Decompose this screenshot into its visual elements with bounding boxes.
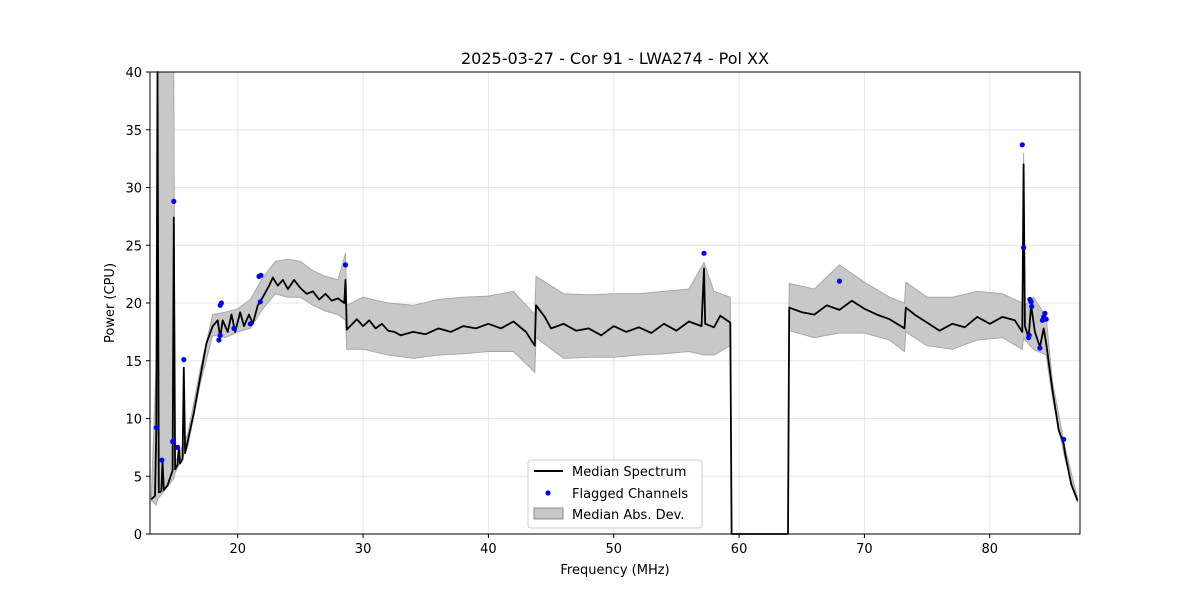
y-tick-label: 30 — [125, 182, 142, 197]
y-axis: 0 5 10 15 20 25 30 35 40 — [125, 66, 150, 543]
flagged-channel-point — [701, 250, 707, 256]
flagged-channel-point — [181, 357, 187, 363]
median-spectrum-line — [150, 71, 1079, 535]
legend-flagged-swatch — [545, 490, 551, 496]
legend-median-label: Median Spectrum — [572, 465, 686, 480]
x-tick-label: 70 — [856, 542, 873, 557]
legend-mad-label: Median Abs. Dev. — [572, 508, 684, 523]
x-tick-label: 30 — [355, 542, 372, 557]
flagged-channel-point — [1042, 310, 1048, 316]
x-tick-label: 50 — [605, 542, 622, 557]
flagged-channel-point — [159, 457, 165, 463]
flagged-channel-point — [1043, 316, 1049, 322]
flagged-channel-point — [170, 439, 176, 445]
x-tick-label: 40 — [480, 542, 497, 557]
y-tick-label: 0 — [134, 528, 142, 543]
median-line-group — [150, 71, 1079, 535]
y-tick-label: 40 — [125, 66, 142, 81]
x-axis: 20 30 40 50 60 70 80 — [229, 534, 998, 557]
y-axis-title: Power (CPU) — [103, 263, 118, 343]
flagged-channel-point — [1026, 332, 1032, 338]
flagged-channel-point — [1028, 299, 1034, 305]
legend-flagged-label: Flagged Channels — [572, 487, 688, 502]
flagged-channel-point — [1037, 345, 1043, 351]
legend-frame — [527, 459, 703, 529]
flagged-points-group — [153, 142, 1067, 463]
flagged-channel-point — [231, 325, 237, 331]
y-tick-label: 35 — [125, 124, 142, 139]
chart-title: 2025-03-27 - Cor 91 - LWA274 - Pol XX — [461, 49, 769, 68]
flagged-channel-point — [836, 278, 843, 284]
mad-band-group — [150, 71, 1078, 535]
legend: Median Spectrum Flagged Channels Median … — [527, 459, 703, 529]
flagged-channel-point — [1019, 142, 1025, 148]
mad-band — [150, 71, 1078, 535]
y-tick-label: 5 — [134, 470, 142, 485]
x-tick-label: 80 — [981, 542, 998, 557]
y-tick-label: 25 — [125, 239, 142, 254]
flagged-channel-point — [216, 337, 222, 343]
flagged-channel-point — [257, 299, 263, 305]
flagged-channel-point — [1029, 303, 1035, 310]
y-tick-label: 10 — [125, 413, 142, 428]
x-axis-title: Frequency (MHz) — [560, 563, 669, 578]
flagged-channel-point — [258, 272, 264, 278]
flagged-channel-point — [218, 300, 224, 306]
flagged-channel-point — [171, 198, 177, 204]
flagged-channel-point — [247, 321, 253, 327]
y-tick-label: 20 — [125, 297, 142, 312]
x-tick-label: 60 — [731, 542, 748, 557]
y-tick-label: 15 — [125, 355, 142, 370]
flagged-channel-point — [153, 425, 159, 431]
flagged-channel-point — [1061, 436, 1067, 442]
flagged-channel-point — [1021, 245, 1027, 251]
flagged-channel-point — [342, 262, 349, 268]
flagged-channel-point — [217, 332, 223, 338]
x-tick-label: 20 — [229, 542, 246, 557]
legend-mad-swatch — [533, 507, 564, 520]
flagged-channel-point — [175, 444, 181, 450]
